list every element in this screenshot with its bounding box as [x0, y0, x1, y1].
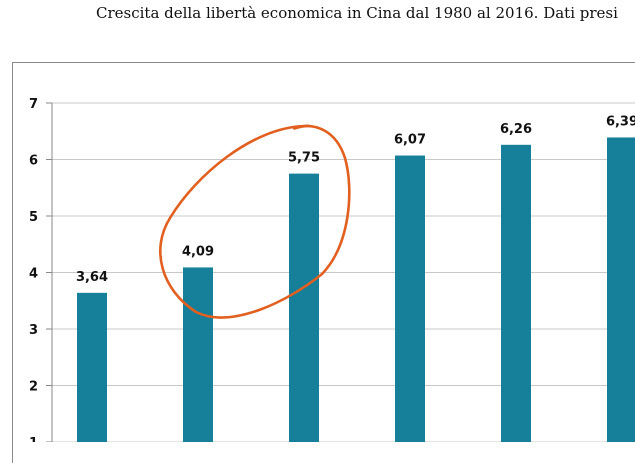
bar	[289, 173, 319, 442]
data-labels: 3,64 4,09 5,75 6,07 6,26 6,39	[76, 114, 635, 284]
bar-chart: 1 2 3 4 5 6 7 3,64 4,09 5,75 6,07 6,26 6,39	[29, 97, 635, 442]
y-axis-ticks: 1 2 3 4 5 6 7	[29, 97, 53, 442]
data-label: 5,75	[288, 151, 320, 166]
bars	[77, 137, 635, 442]
bar	[183, 267, 213, 442]
bar	[395, 155, 425, 442]
bar	[77, 292, 107, 442]
data-label: 6,07	[394, 133, 426, 148]
data-label: 3,64	[76, 270, 108, 285]
bar	[607, 137, 635, 442]
data-label: 4,09	[182, 244, 214, 259]
gridlines	[52, 102, 635, 442]
data-label: 6,39	[606, 114, 635, 129]
y-tick-label: 4	[29, 267, 38, 282]
y-tick-label: 7	[29, 97, 38, 112]
bar	[501, 144, 531, 442]
y-tick-label: 6	[29, 154, 38, 169]
data-label: 6,26	[500, 122, 532, 137]
y-tick-label: 1	[29, 436, 38, 442]
y-tick-label: 3	[29, 323, 38, 338]
y-tick-label: 2	[29, 380, 38, 395]
annotation-circle	[159, 124, 351, 319]
chart-title: Crescita della libertà economica in Cina…	[96, 4, 618, 22]
y-tick-label: 5	[29, 210, 38, 225]
chart-frame	[12, 62, 635, 463]
